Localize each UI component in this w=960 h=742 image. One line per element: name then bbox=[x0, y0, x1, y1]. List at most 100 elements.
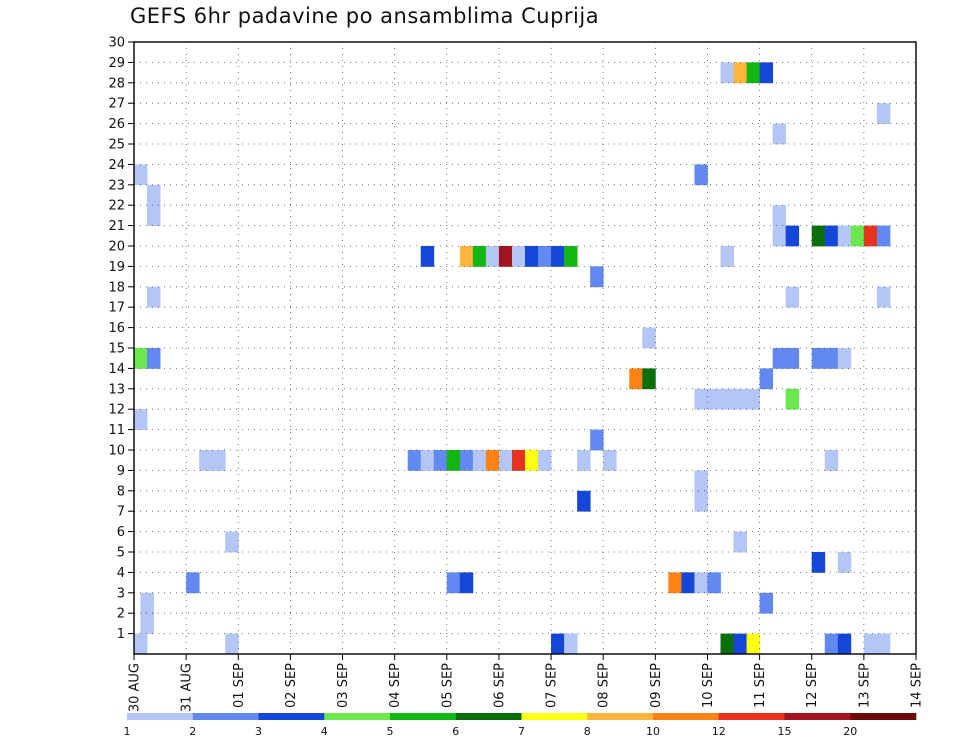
heatmap-cell bbox=[147, 348, 161, 369]
heatmap-cell bbox=[225, 531, 239, 553]
colorbar-swatch bbox=[718, 713, 785, 720]
heatmap-cell bbox=[811, 225, 826, 247]
heatmap-cell bbox=[694, 470, 708, 492]
heatmap-cell bbox=[472, 246, 487, 267]
y-tick-label: 14 bbox=[108, 362, 125, 377]
heatmap-cell bbox=[551, 633, 565, 655]
heatmap-cell bbox=[759, 62, 774, 84]
x-tick-label: 31 AUG bbox=[180, 663, 195, 712]
y-tick-label: 9 bbox=[117, 464, 125, 479]
heatmap-cell bbox=[420, 450, 435, 471]
heatmap-cell bbox=[498, 450, 513, 471]
heatmap-cell bbox=[134, 348, 148, 369]
heatmap-cell bbox=[140, 592, 154, 614]
heatmap-cell bbox=[472, 450, 487, 471]
heatmap-cell bbox=[147, 205, 161, 226]
heatmap-cell bbox=[707, 572, 721, 594]
heatmap-cell bbox=[811, 552, 826, 573]
colorbar-label: 1 bbox=[124, 725, 131, 738]
y-tick-label: 27 bbox=[108, 97, 125, 112]
x-tick-label: 09 SEP bbox=[649, 663, 664, 708]
heatmap-cell bbox=[733, 531, 747, 553]
colorbar: 1 2 3 4 5 6 7 8 10 12 15 20 bbox=[124, 713, 917, 738]
y-tick-label: 29 bbox=[108, 56, 125, 71]
heatmap-cell bbox=[225, 633, 239, 655]
heatmap-cell bbox=[733, 388, 747, 410]
heatmap-cell bbox=[590, 266, 604, 288]
heatmap-cell bbox=[759, 592, 774, 614]
heatmap-cell bbox=[538, 246, 552, 267]
colorbar-swatch bbox=[587, 713, 654, 720]
x-tick-label: 13 SEP bbox=[857, 663, 872, 708]
heatmap-cell bbox=[837, 552, 852, 573]
heatmap-cell bbox=[824, 225, 839, 247]
heatmap-cell bbox=[694, 490, 708, 512]
x-tick-label: 30 AUG bbox=[128, 663, 143, 712]
colorbar-swatch bbox=[455, 713, 522, 720]
heatmap-cell bbox=[433, 450, 448, 471]
heatmap-cell bbox=[186, 572, 200, 594]
x-axis: 30 AUG 31 AUG 01 SEP 02 SEP 03 SEP 04 SEP 05 S… bbox=[128, 654, 925, 712]
heatmap-cell bbox=[485, 246, 500, 267]
y-tick-label: 3 bbox=[117, 586, 125, 601]
y-tick-label: 7 bbox=[117, 505, 125, 520]
heatmap-cell bbox=[459, 450, 474, 471]
heatmap-cell bbox=[772, 225, 787, 247]
heatmap-cell bbox=[134, 633, 148, 655]
x-tick-label: 14 SEP bbox=[910, 663, 925, 708]
heatmap-cell bbox=[733, 62, 747, 84]
y-axis: 1234567891011121314151617181920212223242… bbox=[108, 36, 134, 642]
x-tick-label: 02 SEP bbox=[284, 663, 299, 708]
heatmap-cell bbox=[876, 286, 891, 308]
heatmap-cell bbox=[485, 450, 500, 471]
y-tick-label: 18 bbox=[108, 280, 125, 295]
heatmap-cell bbox=[199, 450, 213, 471]
heatmap-cell bbox=[407, 450, 422, 471]
colorbar-label: 8 bbox=[584, 725, 591, 738]
heatmap-cell bbox=[720, 246, 734, 267]
heatmap-cell bbox=[134, 164, 148, 186]
heatmap-cell bbox=[746, 62, 760, 84]
heatmap-cell bbox=[603, 450, 617, 471]
heatmap-cell bbox=[511, 246, 526, 267]
heatmap-cell bbox=[681, 572, 695, 594]
colorbar-swatch bbox=[850, 713, 917, 720]
x-tick-label: 01 SEP bbox=[232, 663, 247, 708]
y-tick-label: 2 bbox=[117, 607, 125, 622]
heatmap-cell bbox=[642, 368, 656, 390]
x-tick-label: 10 SEP bbox=[701, 663, 716, 708]
heatmap-cell bbox=[694, 164, 708, 186]
heatmap-cell bbox=[147, 184, 161, 206]
heatmap-cell bbox=[538, 450, 552, 471]
heatmap-cell bbox=[642, 327, 656, 349]
y-tick-label: 1 bbox=[117, 627, 125, 642]
colorbar-label: 7 bbox=[518, 725, 525, 738]
y-tick-label: 16 bbox=[108, 321, 125, 336]
colorbar-label: 6 bbox=[452, 725, 459, 738]
heatmap-cell bbox=[785, 388, 800, 410]
heatmap-cell bbox=[140, 613, 154, 634]
x-tick-label: 11 SEP bbox=[753, 663, 768, 708]
heatmap-cell bbox=[498, 246, 513, 267]
heatmap-cell bbox=[746, 388, 760, 410]
colorbar-label: 2 bbox=[189, 725, 196, 738]
colorbar-label: 15 bbox=[778, 725, 792, 738]
colorbar-label: 12 bbox=[712, 725, 726, 738]
colorbar-swatch bbox=[521, 713, 588, 720]
x-tick-label: 12 SEP bbox=[805, 663, 820, 708]
x-tick-label: 04 SEP bbox=[388, 663, 403, 708]
heatmap-cell bbox=[720, 388, 734, 410]
heatmap-cell bbox=[837, 225, 852, 247]
heatmap-cell bbox=[694, 572, 708, 594]
heatmap-cell bbox=[720, 62, 734, 84]
colorbar-swatch bbox=[653, 713, 720, 720]
heatmap-cell bbox=[420, 246, 435, 267]
y-tick-label: 22 bbox=[108, 199, 125, 214]
y-tick-label: 11 bbox=[108, 423, 125, 438]
heatmap-cell bbox=[824, 450, 839, 471]
heatmap-cell bbox=[720, 633, 734, 655]
grid-layer bbox=[134, 42, 916, 654]
y-tick-label: 8 bbox=[117, 484, 125, 499]
colorbar-swatch bbox=[784, 713, 851, 720]
